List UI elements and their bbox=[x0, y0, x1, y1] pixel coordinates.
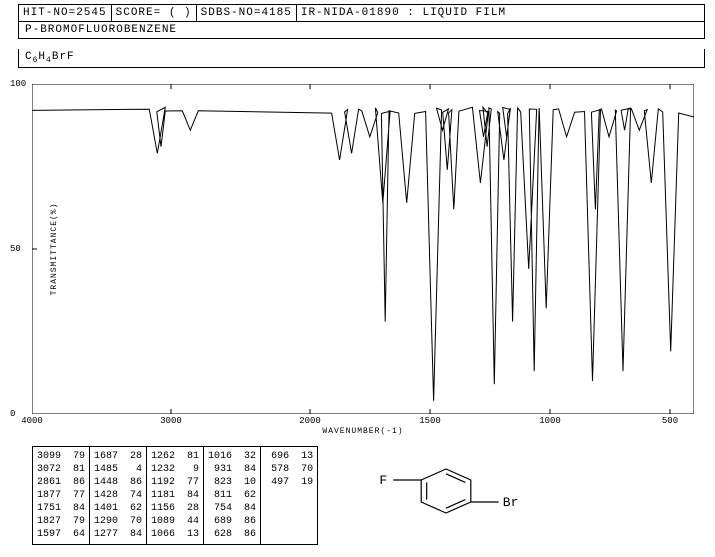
peak-entry: 689 86 bbox=[208, 515, 256, 528]
peak-entry: 1156 28 bbox=[151, 502, 199, 515]
peak-entry: 823 10 bbox=[208, 476, 256, 489]
sdbs-cell: SDBS-NO=4185 bbox=[197, 5, 297, 21]
x-tick: 500 bbox=[662, 416, 678, 426]
peak-entry: 1277 84 bbox=[94, 528, 142, 541]
peak-entry: 497 19 bbox=[265, 476, 313, 489]
peak-entry: 931 84 bbox=[208, 463, 256, 476]
x-axis-label: WAVENUMBER(-1) bbox=[322, 427, 403, 436]
peak-entry: 1687 28 bbox=[94, 450, 142, 463]
molecule-structure: F Br bbox=[336, 446, 556, 536]
x-tick: 3000 bbox=[160, 416, 182, 426]
formula: C6H4BrF bbox=[18, 49, 705, 68]
ir-spectrum-chart: TRANSMITTANCE(%) WAVENUMBER(-1) 40003000… bbox=[32, 84, 694, 414]
peak-entry: 811 62 bbox=[208, 489, 256, 502]
x-tick: 1500 bbox=[419, 416, 441, 426]
peak-entry: 1192 77 bbox=[151, 476, 199, 489]
y-tick: 50 bbox=[10, 244, 21, 254]
y-tick: 100 bbox=[10, 79, 26, 89]
peak-entry: 696 13 bbox=[265, 450, 313, 463]
peak-column: 1262 811232 91192 771181 841156 281089 4… bbox=[147, 447, 204, 544]
peak-entry: 1877 77 bbox=[37, 489, 85, 502]
peak-column: 1016 32 931 84 823 10 811 62 754 84 689 … bbox=[204, 447, 261, 544]
peak-entry: 1181 84 bbox=[151, 489, 199, 502]
peak-entry: 754 84 bbox=[208, 502, 256, 515]
peak-table: 3099 793072 812861 861877 771751 841827 … bbox=[32, 446, 318, 545]
peak-entry: 1751 84 bbox=[37, 502, 85, 515]
header-row: HIT-NO=2545 SCORE= ( ) SDBS-NO=4185 IR-N… bbox=[18, 4, 705, 21]
peak-entry: 1262 81 bbox=[151, 450, 199, 463]
peak-entry: 628 86 bbox=[208, 528, 256, 541]
svg-text:F: F bbox=[379, 473, 387, 488]
x-tick: 1000 bbox=[539, 416, 561, 426]
peak-column: 1687 281485 41448 861428 741401 621290 7… bbox=[90, 447, 147, 544]
y-tick: 0 bbox=[10, 409, 15, 419]
peak-entry: 1290 70 bbox=[94, 515, 142, 528]
svg-text:Br: Br bbox=[503, 495, 519, 510]
x-tick: 2000 bbox=[299, 416, 321, 426]
score-cell: SCORE= ( ) bbox=[112, 5, 197, 21]
peak-entry: 1827 79 bbox=[37, 515, 85, 528]
hit-no-cell: HIT-NO=2545 bbox=[19, 5, 112, 21]
method-cell: IR-NIDA-01890 : LIQUID FILM bbox=[297, 5, 704, 21]
peak-entry: 3072 81 bbox=[37, 463, 85, 476]
peak-entry: 2861 86 bbox=[37, 476, 85, 489]
peak-column: 696 13 578 70 497 19 bbox=[261, 447, 317, 544]
peak-entry: 1401 62 bbox=[94, 502, 142, 515]
peak-entry: 1232 9 bbox=[151, 463, 199, 476]
spectrum-plot bbox=[32, 84, 694, 414]
peak-entry: 1485 4 bbox=[94, 463, 142, 476]
peak-entry: 1089 44 bbox=[151, 515, 199, 528]
peak-entry: 3099 79 bbox=[37, 450, 85, 463]
peak-entry: 1016 32 bbox=[208, 450, 256, 463]
compound-name: P-BROMOFLUOROBENZENE bbox=[18, 21, 705, 39]
x-tick: 4000 bbox=[21, 416, 43, 426]
peak-entry: 1597 64 bbox=[37, 528, 85, 541]
peak-column: 3099 793072 812861 861877 771751 841827 … bbox=[33, 447, 90, 544]
peak-entry: 1066 13 bbox=[151, 528, 199, 541]
bottom-row: 3099 793072 812861 861877 771751 841827 … bbox=[32, 446, 556, 545]
header-container: HIT-NO=2545 SCORE= ( ) SDBS-NO=4185 IR-N… bbox=[18, 4, 705, 68]
peak-entry: 1428 74 bbox=[94, 489, 142, 502]
peak-entry: 1448 86 bbox=[94, 476, 142, 489]
peak-entry: 578 70 bbox=[265, 463, 313, 476]
